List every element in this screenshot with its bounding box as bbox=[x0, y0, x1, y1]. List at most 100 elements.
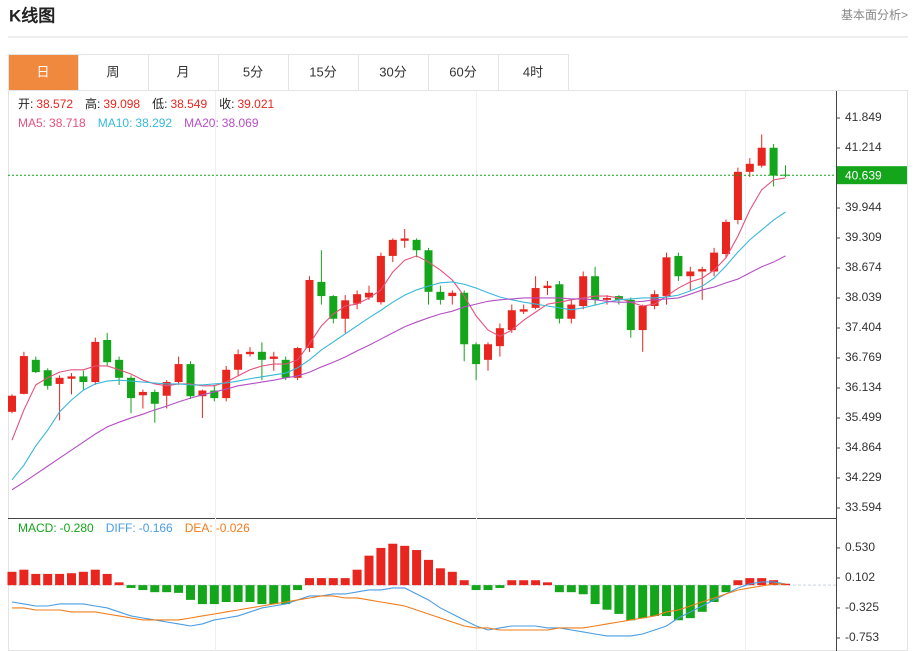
macd-bar bbox=[269, 585, 279, 605]
tab-bg[interactable] bbox=[498, 54, 569, 91]
tab-bg[interactable] bbox=[78, 54, 149, 91]
tab[interactable]: 周 bbox=[78, 54, 149, 91]
legend-value: 39.021 bbox=[237, 97, 274, 111]
candle-body bbox=[495, 328, 504, 347]
candle-body bbox=[686, 271, 695, 277]
macd-bar bbox=[174, 585, 184, 593]
legend-name: 高: bbox=[85, 96, 100, 111]
legend-name: MA5: bbox=[18, 116, 46, 130]
macd-bar bbox=[447, 571, 457, 586]
indicator-line bbox=[11, 177, 786, 441]
candle-body bbox=[603, 297, 611, 300]
macd-bar bbox=[662, 585, 671, 617]
y-tick-label: 41.214 bbox=[845, 140, 882, 154]
tab-label[interactable]: 日 bbox=[36, 64, 49, 79]
macd-bar bbox=[590, 585, 600, 605]
tab[interactable]: 4时 bbox=[498, 54, 569, 91]
macd-bar bbox=[305, 578, 314, 586]
legend-value: -0.026 bbox=[216, 521, 250, 535]
macd-bar bbox=[685, 585, 695, 619]
y-tick-label: -0.753 bbox=[845, 630, 879, 644]
tab[interactable]: 日 bbox=[8, 54, 79, 91]
candle-body bbox=[722, 221, 730, 255]
candle-body bbox=[507, 310, 516, 331]
candle-body bbox=[591, 276, 600, 300]
macd-bar bbox=[352, 569, 362, 586]
legend-value: 38.549 bbox=[170, 97, 207, 111]
macd-bar bbox=[709, 585, 719, 602]
candle-body bbox=[257, 351, 266, 360]
tab-bg[interactable] bbox=[428, 54, 499, 91]
macd-bar bbox=[519, 580, 529, 586]
candle-body bbox=[293, 348, 302, 378]
tab-bg[interactable] bbox=[148, 54, 219, 91]
macd-bar bbox=[233, 585, 243, 602]
tab-label[interactable]: 60分 bbox=[449, 64, 476, 79]
candle-body bbox=[365, 292, 373, 298]
macd-bar bbox=[388, 543, 398, 586]
tab-label[interactable]: 30分 bbox=[379, 64, 406, 79]
legend-value: 39.098 bbox=[103, 97, 140, 111]
candle-body bbox=[555, 284, 564, 319]
macd-bar bbox=[400, 545, 410, 586]
macd-bar bbox=[650, 585, 660, 617]
candle-body bbox=[424, 250, 433, 292]
candle-body bbox=[519, 309, 528, 312]
y-tick-label: 39.944 bbox=[845, 200, 882, 214]
tab-label[interactable]: 4时 bbox=[523, 64, 543, 79]
candle-body bbox=[329, 296, 338, 319]
tab-bg[interactable] bbox=[218, 54, 289, 91]
macd-bar bbox=[197, 585, 207, 605]
candle-body bbox=[757, 147, 766, 166]
tab-bg[interactable] bbox=[288, 54, 359, 91]
legend-name: 低: bbox=[152, 97, 167, 111]
candle-body bbox=[543, 285, 552, 289]
y-tick-label: 38.039 bbox=[845, 290, 882, 304]
y-tick-label: 37.404 bbox=[845, 320, 882, 334]
tab[interactable]: 60分 bbox=[428, 54, 499, 91]
candle-body bbox=[567, 304, 576, 319]
macd-bar bbox=[471, 585, 481, 591]
macd-bar bbox=[459, 580, 469, 586]
candle-body bbox=[436, 291, 445, 300]
tab-label[interactable]: 5分 bbox=[243, 64, 263, 79]
candle-body bbox=[222, 369, 231, 399]
candle-body bbox=[174, 364, 183, 383]
macd-bar bbox=[221, 585, 231, 602]
candle-body bbox=[305, 280, 314, 349]
tab[interactable]: 5分 bbox=[218, 54, 289, 91]
macd-bar bbox=[90, 569, 100, 586]
tab[interactable]: 15分 bbox=[288, 54, 359, 91]
macd-bar bbox=[55, 573, 65, 586]
candle-body bbox=[281, 359, 290, 378]
candle-body bbox=[317, 281, 326, 297]
y-tick-label: 34.229 bbox=[845, 470, 882, 484]
macd-bar bbox=[733, 580, 743, 586]
fundamental-link[interactable]: 基本面分析> bbox=[841, 8, 908, 22]
macd-bar bbox=[673, 585, 683, 621]
tab-label[interactable]: 周 bbox=[106, 64, 119, 79]
legend-value: 38.572 bbox=[36, 97, 73, 111]
y-tick-label: 0.102 bbox=[845, 570, 875, 584]
macd-bar bbox=[162, 585, 172, 593]
candle-body bbox=[388, 239, 397, 256]
macd-bar bbox=[31, 573, 41, 586]
tab-label[interactable]: 15分 bbox=[309, 64, 336, 79]
candle-body bbox=[341, 300, 350, 319]
tab-bg[interactable] bbox=[8, 54, 79, 91]
legend-value: 38.718 bbox=[49, 116, 86, 130]
macd-bar bbox=[424, 559, 433, 586]
y-tick-label: 36.134 bbox=[845, 380, 882, 394]
tab[interactable]: 30分 bbox=[358, 54, 429, 91]
macd-bar bbox=[554, 585, 564, 593]
candle-body bbox=[79, 376, 88, 383]
macd-bar bbox=[376, 547, 386, 586]
indicator-line bbox=[11, 581, 786, 637]
macd-bar bbox=[138, 585, 148, 591]
macd-bar bbox=[412, 550, 422, 586]
y-tick-label: 41.849 bbox=[845, 110, 882, 124]
tab[interactable]: 月 bbox=[148, 54, 219, 91]
tab-label[interactable]: 月 bbox=[176, 64, 189, 79]
